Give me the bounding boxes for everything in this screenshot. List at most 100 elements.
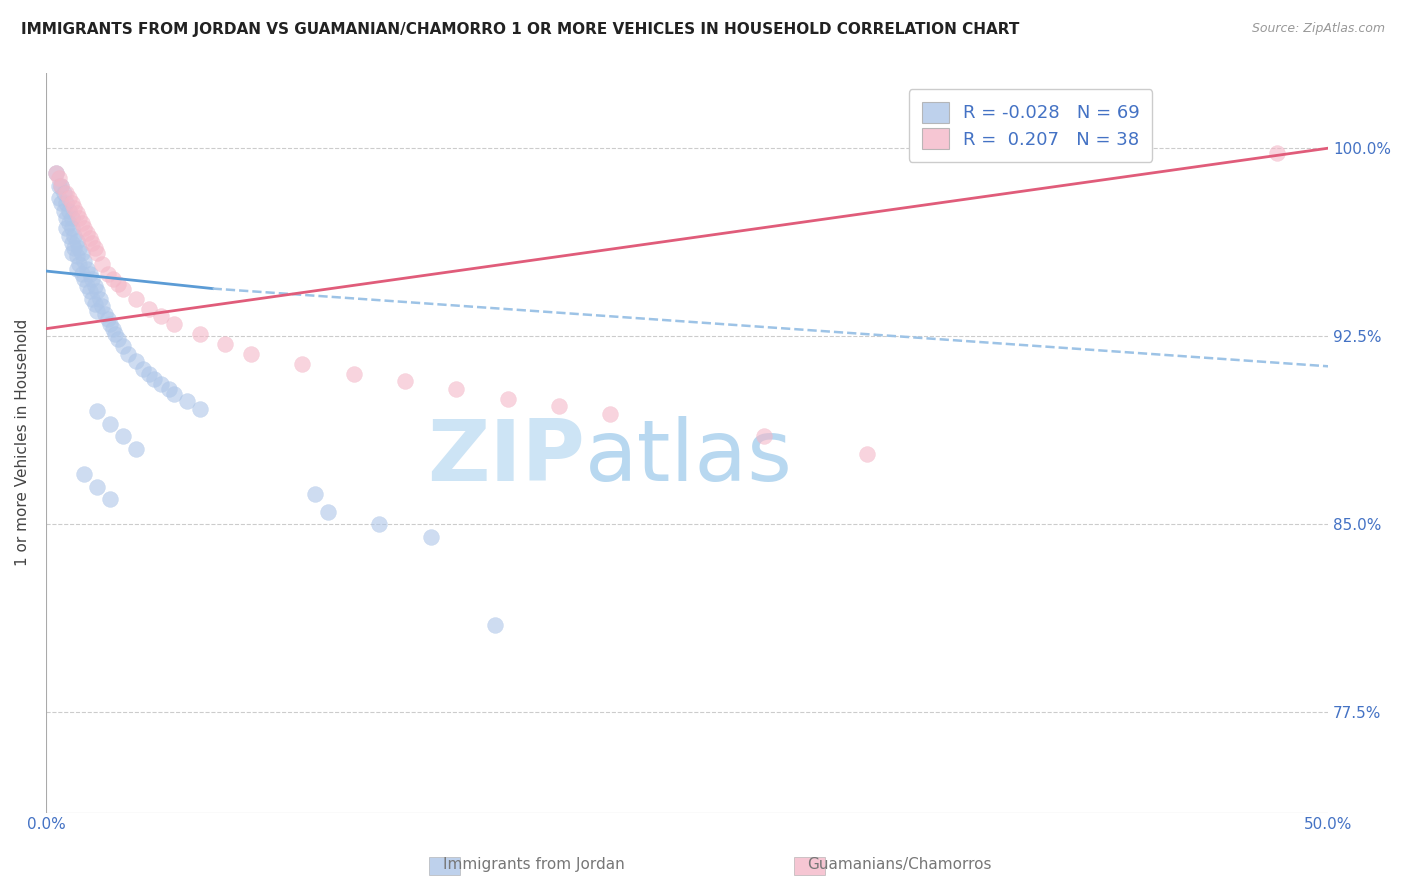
Point [142, 372, 165, 386]
Point [58, 216, 80, 230]
Point [51, 178, 73, 193]
Point [86, 304, 108, 318]
Point [52, 186, 75, 201]
Point [70, 246, 93, 260]
Point [48, 191, 70, 205]
Point [79, 267, 101, 281]
Point [67, 211, 90, 226]
Point [240, 347, 263, 361]
Point [150, 309, 173, 323]
Point [96, 311, 118, 326]
Point [132, 361, 155, 376]
Point [125, 292, 148, 306]
Point [55, 196, 77, 211]
Point [55, 221, 77, 235]
Point [368, 517, 391, 532]
Point [138, 301, 160, 316]
Point [188, 401, 211, 416]
Point [60, 236, 83, 251]
Point [214, 336, 236, 351]
Point [58, 203, 80, 218]
Point [66, 249, 89, 263]
Point [82, 236, 104, 251]
Point [60, 211, 83, 226]
Point [343, 367, 366, 381]
Point [73, 467, 96, 481]
Point [304, 487, 326, 501]
Point [394, 375, 416, 389]
Point [82, 271, 104, 285]
Point [73, 254, 96, 268]
Point [89, 292, 111, 306]
Point [107, 332, 129, 346]
Point [98, 417, 121, 431]
Point [125, 442, 148, 456]
Text: Guamanians/Chamorros: Guamanians/Chamorros [807, 857, 993, 872]
Point [73, 221, 96, 235]
Point [496, 392, 519, 406]
Point [51, 178, 73, 193]
Point [98, 317, 121, 331]
Point [855, 447, 877, 461]
Point [66, 206, 89, 220]
Point [188, 326, 211, 341]
Point [138, 367, 160, 381]
Point [94, 307, 117, 321]
Point [86, 404, 108, 418]
Point [58, 228, 80, 243]
Point [48, 171, 70, 186]
Point [67, 242, 90, 256]
Point [104, 326, 127, 341]
Point [163, 317, 186, 331]
Point [60, 246, 83, 260]
Point [96, 267, 118, 281]
Point [101, 321, 124, 335]
Point [599, 407, 621, 421]
Point [86, 480, 108, 494]
Point [316, 505, 339, 519]
Point [1265, 146, 1288, 161]
Point [63, 242, 86, 256]
Point [48, 178, 70, 193]
Point [101, 271, 124, 285]
Text: Source: ZipAtlas.com: Source: ZipAtlas.com [1251, 22, 1385, 36]
Point [66, 261, 89, 276]
Point [547, 400, 569, 414]
Y-axis label: 1 or more Vehicles in Household: 1 or more Vehicles in Household [15, 319, 30, 566]
Point [70, 216, 93, 230]
Point [107, 277, 129, 291]
Point [98, 492, 121, 507]
Point [419, 530, 441, 544]
Point [111, 429, 134, 443]
Point [484, 617, 506, 632]
Point [60, 196, 83, 211]
Point [157, 382, 180, 396]
Point [79, 284, 101, 298]
Point [55, 211, 77, 226]
Point [83, 242, 105, 256]
Point [111, 339, 134, 353]
Point [58, 191, 80, 205]
Point [60, 221, 83, 235]
Point [91, 256, 114, 270]
Point [291, 357, 314, 371]
Text: IMMIGRANTS FROM JORDAN VS GUAMANIAN/CHAMORRO 1 OR MORE VEHICLES IN HOUSEHOLD COR: IMMIGRANTS FROM JORDAN VS GUAMANIAN/CHAM… [21, 22, 1019, 37]
Point [446, 382, 468, 396]
Point [176, 394, 198, 409]
Point [63, 202, 86, 216]
Point [86, 284, 108, 298]
Point [83, 296, 105, 310]
Point [111, 282, 134, 296]
Point [76, 279, 98, 293]
Point [91, 299, 114, 313]
Point [76, 227, 98, 241]
Point [45, 166, 67, 180]
Point [117, 347, 139, 361]
Point [163, 387, 186, 401]
Text: ZIP: ZIP [427, 416, 585, 499]
Point [125, 354, 148, 368]
Point [150, 376, 173, 391]
Point [45, 166, 67, 180]
Point [73, 271, 96, 285]
Legend: R = -0.028   N = 69, R =  0.207   N = 38: R = -0.028 N = 69, R = 0.207 N = 38 [908, 89, 1153, 161]
